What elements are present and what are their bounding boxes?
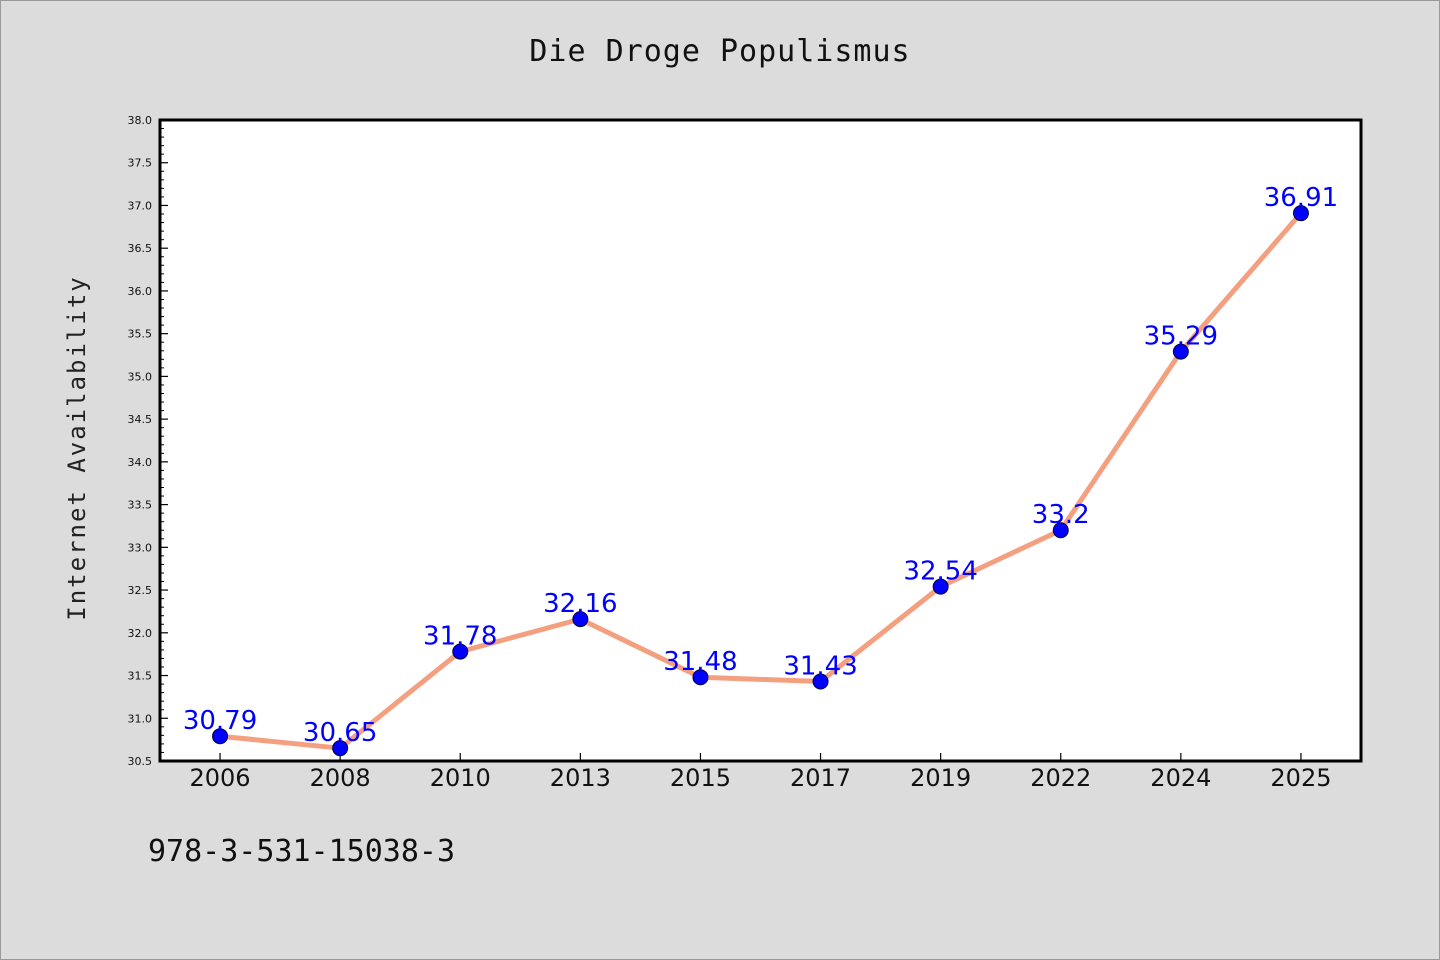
x-tick-label: 2006 bbox=[190, 764, 251, 792]
y-tick-label: 31.0 bbox=[128, 712, 153, 725]
data-label: 31.78 bbox=[423, 622, 497, 652]
data-label: 30.79 bbox=[183, 706, 257, 736]
plot-area bbox=[158, 118, 1363, 763]
x-tick-label: 2017 bbox=[790, 764, 851, 792]
data-point bbox=[932, 578, 949, 595]
data-point bbox=[692, 669, 709, 686]
data-label: 32.16 bbox=[543, 589, 617, 619]
x-tick-label: 2015 bbox=[670, 764, 731, 792]
y-axis-ticks: 30.5 31.0 31.5 32.0 32.5 33.0 33.5 34.0 34.5 35.0… bbox=[128, 114, 168, 768]
y-tick-label: 38.0 bbox=[128, 114, 153, 127]
data-point bbox=[452, 643, 469, 660]
y-tick-label: 37.5 bbox=[128, 157, 153, 170]
data-label: 31.43 bbox=[783, 652, 857, 682]
data-point bbox=[332, 740, 349, 757]
data-point bbox=[1292, 205, 1309, 222]
x-tick-label: 2013 bbox=[550, 764, 611, 792]
data-label: 31.48 bbox=[663, 647, 737, 677]
data-point bbox=[812, 673, 829, 690]
y-tick-label: 31.5 bbox=[128, 670, 153, 683]
y-tick-label: 35.0 bbox=[128, 370, 153, 383]
series-group: 30.79 30.65 31.78 32.16 31.48 31.43 32.54 33.2 3… bbox=[183, 183, 1338, 757]
x-tick-label: 2024 bbox=[1150, 764, 1211, 792]
y-tick-label: 32.5 bbox=[128, 584, 153, 597]
data-label: 35.29 bbox=[1144, 322, 1218, 352]
data-label: 30.65 bbox=[303, 718, 377, 748]
data-point bbox=[1172, 343, 1189, 360]
y-tick-label: 35.5 bbox=[128, 328, 153, 341]
x-tick-label: 2010 bbox=[430, 764, 491, 792]
data-label: 36.91 bbox=[1264, 183, 1338, 213]
series-line bbox=[217, 210, 1304, 751]
x-tick-label: 2025 bbox=[1270, 764, 1331, 792]
x-tick-label: 2022 bbox=[1030, 764, 1091, 792]
x-axis-ticks: 2006 2008 2010 2013 2015 2017 2019 2022 2024 2025 bbox=[190, 753, 1331, 792]
y-tick-label: 37.0 bbox=[128, 199, 153, 212]
isbn-footer: 978-3-531-15038-3 bbox=[148, 834, 456, 869]
y-tick-label: 34.5 bbox=[128, 413, 153, 426]
y-tick-label: 32.0 bbox=[128, 627, 153, 640]
data-point bbox=[572, 611, 589, 628]
y-tick-label: 36.0 bbox=[128, 285, 153, 298]
y-tick-label: 33.5 bbox=[128, 499, 153, 512]
y-tick-label: 33.0 bbox=[128, 541, 153, 554]
x-tick-label: 2008 bbox=[310, 764, 371, 792]
data-point bbox=[1052, 522, 1069, 539]
chart-title: Die Droge Populismus bbox=[529, 34, 911, 69]
data-label: 32.54 bbox=[903, 557, 977, 587]
y-tick-label: 30.5 bbox=[128, 755, 153, 768]
y-tick-label: 34.0 bbox=[128, 456, 153, 469]
y-tick-label: 36.5 bbox=[128, 242, 153, 255]
data-point bbox=[212, 728, 229, 745]
x-tick-label: 2019 bbox=[910, 764, 971, 792]
data-label: 33.2 bbox=[1032, 500, 1090, 530]
